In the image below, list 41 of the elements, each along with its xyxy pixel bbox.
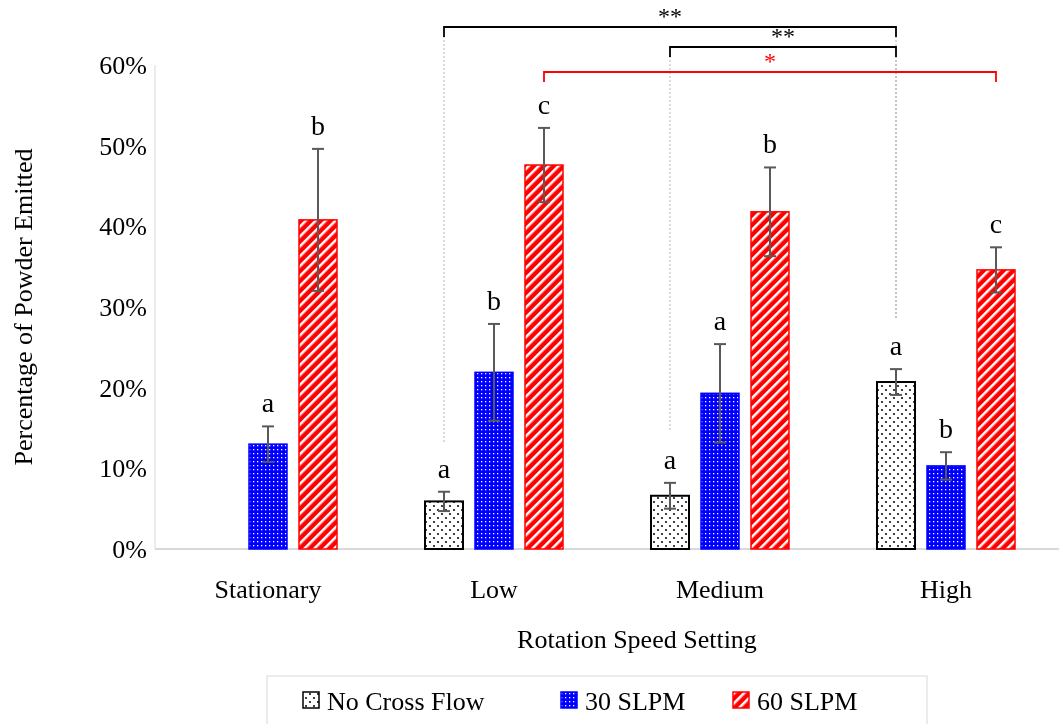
data-label: a: [261, 387, 275, 419]
annotation: *: [764, 48, 776, 74]
data-label: b: [311, 109, 325, 141]
legend-label: No Cross Flow: [327, 687, 485, 717]
y-tick-label: 60%: [99, 51, 147, 81]
bar: [650, 494, 690, 550]
bar: [524, 164, 564, 550]
data-label: c: [989, 208, 1003, 240]
y-tick-label: 0%: [112, 535, 147, 565]
x-tick-label: Medium: [675, 575, 765, 604]
bar: [248, 443, 288, 550]
y-tick-label: 30%: [99, 293, 147, 323]
data-label: b: [939, 413, 953, 445]
x-axis-title: Rotation Speed Setting: [517, 625, 757, 654]
y-axis-title: Percentage of Powder Emitted: [9, 148, 38, 466]
bar: [700, 392, 740, 550]
text: **: [771, 23, 795, 49]
data-label: a: [889, 330, 903, 362]
data-label: b: [487, 284, 501, 316]
bar: [976, 269, 1016, 550]
legend-label: 30 SLPM: [585, 687, 686, 717]
x-tick-label: High: [920, 575, 972, 604]
y-tick-label: 50%: [99, 131, 147, 161]
y-tick-label: 40%: [99, 212, 147, 242]
y-tick-label: 10%: [99, 454, 147, 484]
legend-label: 60 SLPM: [757, 687, 858, 717]
data-label: b: [763, 128, 777, 160]
x-tick-label: Low: [470, 575, 519, 604]
bar: [926, 465, 966, 550]
bar: [298, 219, 338, 550]
data-label: a: [713, 305, 727, 337]
y-tick-label: 20%: [99, 373, 147, 403]
data-label: a: [437, 452, 451, 484]
bar: [474, 371, 514, 550]
data-label: c: [537, 88, 551, 120]
data-label: a: [663, 443, 677, 475]
bar: [750, 211, 790, 550]
x-tick-label: Stationary: [214, 575, 322, 604]
text: **: [658, 3, 682, 29]
bar: [424, 500, 464, 550]
bar: [876, 381, 916, 550]
